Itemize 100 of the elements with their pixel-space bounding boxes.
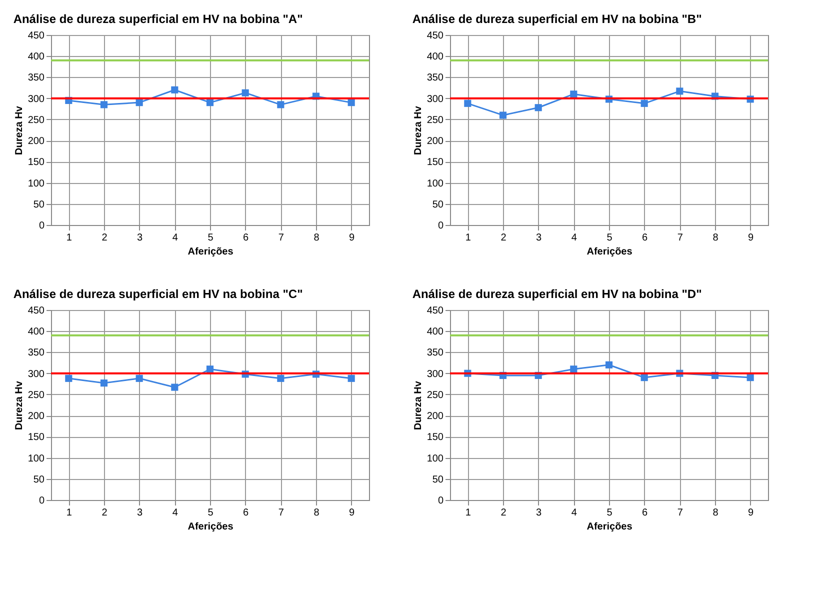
y-tick-label: 400 [426, 326, 444, 338]
x-tick-label: 5 [606, 508, 613, 518]
x-tick-label: 1 [465, 508, 472, 518]
x-tick-label: 3 [536, 232, 542, 244]
x-tick-label: 3 [137, 508, 144, 518]
x-tick-label: 7 [278, 232, 284, 244]
x-tick-label: 4 [571, 508, 578, 518]
y-tick-label: 250 [28, 114, 45, 126]
x-tick-label: 4 [172, 232, 178, 244]
y-tick-label: 150 [426, 432, 444, 444]
x-tick-label: 4 [172, 508, 178, 518]
y-tick-label: 50 [432, 199, 444, 210]
x-tick-label: 2 [102, 232, 108, 244]
y-tick-label: 300 [426, 368, 444, 380]
x-tick-label: 2 [500, 508, 507, 518]
x-tick-label: 8 [314, 232, 320, 244]
y-tick-label: 300 [28, 94, 45, 105]
y-tick-label: 50 [432, 474, 444, 486]
y-tick-label: 150 [28, 432, 45, 444]
y-axis-title: Dureza Hv [412, 106, 424, 155]
point [640, 100, 648, 107]
point [206, 99, 214, 106]
x-tick-label: 1 [66, 508, 72, 518]
x-tick-label: 6 [243, 508, 250, 518]
y-tick-label: 400 [28, 326, 45, 338]
point [136, 374, 143, 382]
x-tick-label: 9 [349, 508, 356, 518]
x-tick-label: 2 [102, 508, 108, 518]
y-tick-label: 450 [426, 30, 444, 42]
point [136, 99, 143, 106]
y-tick-label: 200 [426, 411, 444, 422]
point [570, 366, 578, 373]
point [348, 374, 355, 382]
y-tick-label: 450 [28, 306, 45, 316]
y-tick-label: 200 [28, 411, 45, 422]
x-tick-label: 1 [66, 232, 72, 244]
chart-title: Análise de dureza superficial em HV na bobina "A" [13, 12, 303, 26]
y-tick-label: 200 [28, 136, 45, 148]
y-tick-label: 350 [28, 348, 45, 359]
y-tick-label: 100 [426, 178, 444, 190]
y-tick-label: 100 [28, 178, 45, 190]
y-tick-label: 50 [33, 199, 45, 210]
x-axis-title: Aferições [586, 522, 633, 532]
y-tick-label: 0 [438, 220, 444, 232]
y-tick-label: 250 [426, 114, 444, 126]
y-tick-label: 450 [28, 30, 45, 42]
point [100, 380, 108, 387]
x-tick-label: 3 [137, 232, 144, 244]
point [348, 99, 355, 106]
chart-title: Análise de dureza superficial em HV na bobina "B" [412, 12, 702, 26]
y-tick-label: 350 [426, 348, 444, 359]
y-tick-label: 250 [426, 390, 444, 401]
y-tick-label: 250 [28, 390, 45, 401]
point [242, 89, 249, 96]
y-tick-label: 0 [438, 496, 444, 506]
y-tick-label: 450 [426, 306, 444, 316]
point [464, 100, 472, 107]
point [171, 86, 178, 94]
y-tick-label: 350 [28, 72, 45, 84]
y-tick-label: 300 [28, 368, 45, 380]
point [499, 112, 507, 119]
chart-title: Análise de dureza superficial em HV na bobina "C" [13, 287, 303, 301]
point [65, 374, 72, 382]
x-tick-label: 6 [642, 232, 648, 244]
x-tick-label: 8 [712, 232, 719, 244]
x-tick-label: 3 [536, 508, 542, 518]
y-tick-label: 50 [33, 474, 45, 486]
y-tick-label: 0 [38, 496, 45, 506]
x-tick-label: 4 [571, 232, 578, 244]
y-tick-label: 0 [38, 220, 45, 232]
x-tick-label: 5 [208, 508, 214, 518]
x-tick-label: 5 [606, 232, 613, 244]
x-tick-label: 9 [748, 232, 754, 244]
y-tick-label: 350 [426, 72, 444, 84]
x-axis-title: Aferições [188, 522, 234, 532]
point [570, 90, 578, 98]
point [277, 101, 284, 108]
y-axis-title: Dureza Hv [412, 380, 424, 430]
point [605, 361, 613, 368]
x-tick-label: 7 [677, 508, 684, 518]
x-tick-label: 5 [208, 232, 214, 244]
y-tick-label: 400 [426, 52, 444, 63]
point [171, 384, 178, 391]
point [640, 374, 648, 382]
point [676, 88, 684, 95]
point [746, 374, 754, 382]
y-tick-label: 200 [426, 136, 444, 148]
x-tick-label: 7 [677, 232, 684, 244]
y-tick-label: 300 [426, 94, 444, 105]
y-tick-label: 100 [426, 453, 444, 464]
x-tick-label: 9 [349, 232, 356, 244]
x-axis-title: Aferições [586, 246, 633, 258]
y-tick-label: 100 [28, 453, 45, 464]
y-axis-title: Dureza Hv [14, 380, 25, 430]
chart-title: Análise de dureza superficial em HV na bobina "D" [412, 287, 702, 301]
y-tick-label: 400 [28, 52, 45, 63]
x-tick-label: 6 [642, 508, 648, 518]
x-tick-label: 9 [748, 508, 754, 518]
point [206, 366, 214, 373]
x-tick-label: 8 [314, 508, 320, 518]
